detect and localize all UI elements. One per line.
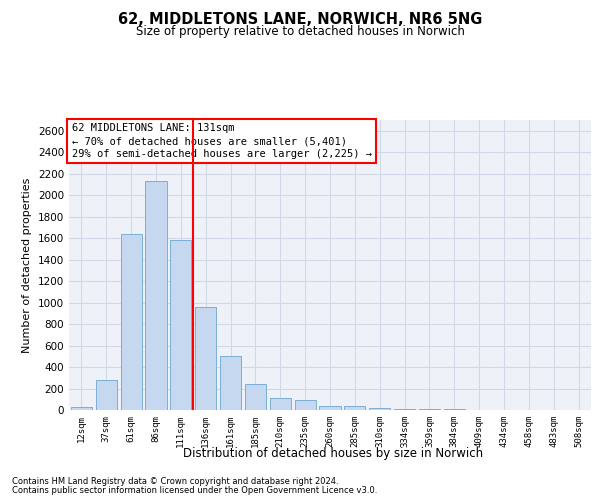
Bar: [270, 398, 291, 410]
Y-axis label: Number of detached properties: Number of detached properties: [22, 178, 32, 352]
Bar: [394, 408, 415, 410]
Bar: [145, 181, 167, 410]
Text: 62, MIDDLETONS LANE, NORWICH, NR6 5NG: 62, MIDDLETONS LANE, NORWICH, NR6 5NG: [118, 12, 482, 28]
Bar: [71, 408, 92, 410]
Bar: [170, 240, 191, 410]
Text: 62 MIDDLETONS LANE: 131sqm
← 70% of detached houses are smaller (5,401)
29% of s: 62 MIDDLETONS LANE: 131sqm ← 70% of deta…: [71, 123, 371, 160]
Text: Distribution of detached houses by size in Norwich: Distribution of detached houses by size …: [183, 448, 483, 460]
Bar: [419, 409, 440, 410]
Bar: [121, 234, 142, 410]
Bar: [195, 307, 216, 410]
Bar: [344, 406, 365, 410]
Text: Contains HM Land Registry data © Crown copyright and database right 2024.: Contains HM Land Registry data © Crown c…: [12, 478, 338, 486]
Bar: [369, 408, 390, 410]
Bar: [245, 384, 266, 410]
Bar: [220, 356, 241, 410]
Text: Size of property relative to detached houses in Norwich: Size of property relative to detached ho…: [136, 25, 464, 38]
Bar: [319, 406, 341, 410]
Bar: [295, 400, 316, 410]
Text: Contains public sector information licensed under the Open Government Licence v3: Contains public sector information licen…: [12, 486, 377, 495]
Bar: [96, 380, 117, 410]
